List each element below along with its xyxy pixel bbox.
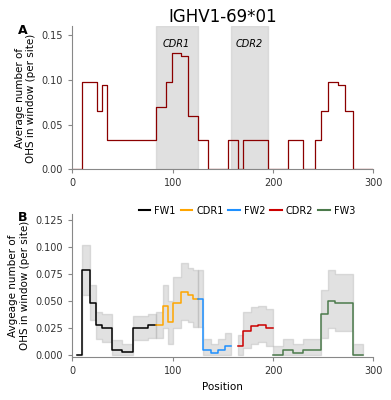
Title: IGHV1-69*01: IGHV1-69*01 [169, 8, 277, 26]
Y-axis label: Average number of
OHS in window (per site): Average number of OHS in window (per sit… [14, 33, 36, 162]
Text: CDR2: CDR2 [235, 39, 263, 49]
Text: CDR1: CDR1 [163, 39, 190, 49]
Bar [231, 26, 268, 169]
Bar [156, 26, 198, 169]
Y-axis label: Avgeage number of
OHS in window (per site): Avgeage number of OHS in window (per sit… [8, 221, 30, 350]
X-axis label: Position: Position [203, 382, 243, 392]
Legend: FW1, CDR1, FW2, CDR2, FW3: FW1, CDR1, FW2, CDR2, FW3 [135, 202, 359, 220]
Text: B: B [18, 211, 27, 224]
Text: A: A [18, 24, 28, 37]
